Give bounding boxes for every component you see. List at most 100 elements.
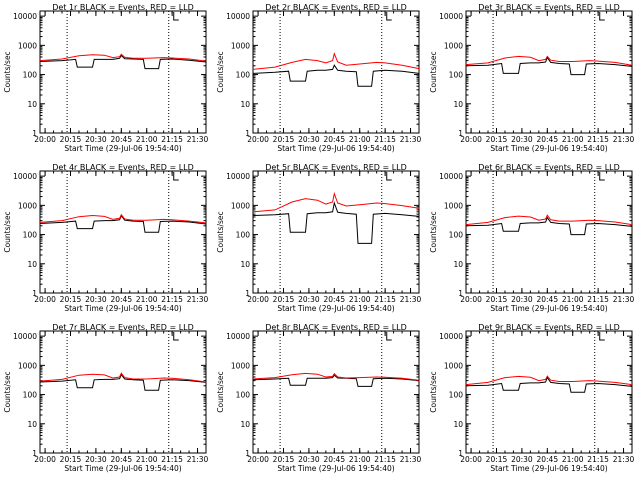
time-range-marker: [599, 172, 605, 181]
x-axis-label: Start Time (29-Jul-06 19:54:40): [490, 464, 607, 473]
y-tick-label: 100: [23, 391, 38, 400]
series-events-line: [39, 54, 207, 70]
axes-frame: [252, 170, 420, 294]
y-tick-label: 1000: [444, 361, 463, 370]
y-axis-label: Counts/sec: [216, 371, 225, 412]
y-tick-label: 1: [458, 449, 463, 458]
time-range-marker: [173, 12, 179, 21]
x-tick-label: 20:15: [273, 135, 295, 144]
x-tick-label: 20:45: [536, 295, 558, 304]
x-tick-label: 20:45: [110, 135, 132, 144]
y-tick-label: 1000: [18, 361, 37, 370]
x-tick-label: 21:15: [161, 455, 183, 464]
x-tick-label: 20:15: [273, 295, 295, 304]
x-tick-label: 20:00: [34, 135, 56, 144]
axes-frame: [252, 330, 420, 454]
x-tick-label: 21:30: [187, 135, 209, 144]
y-tick-label: 10: [453, 100, 463, 109]
x-tick-label: 21:00: [136, 295, 158, 304]
x-tick-label: 20:30: [511, 455, 533, 464]
x-tick-label: 21:15: [587, 295, 609, 304]
y-axis-label: Counts/sec: [216, 211, 225, 252]
panel-title: Det 3r BLACK = Events, RED = LLD: [478, 3, 620, 12]
x-tick-label: 20:30: [511, 295, 533, 304]
x-tick-label: 21:15: [587, 455, 609, 464]
y-tick-label: 10000: [13, 332, 37, 341]
axes-frame: [39, 10, 207, 134]
x-tick-label: 20:00: [460, 455, 482, 464]
time-range-marker: [173, 172, 179, 181]
y-tick-label: 1: [458, 129, 463, 138]
x-axis-label: Start Time (29-Jul-06 19:54:40): [277, 464, 394, 473]
detector-panel-7: Det 7r BLACK = Events, RED = LLD 1 10 100 10…: [3, 323, 209, 473]
x-tick-label: 20:45: [110, 455, 132, 464]
detector-panel-4: Det 4r BLACK = Events, RED = LLD 1 10 100 10…: [3, 163, 209, 313]
y-tick-label: 10000: [226, 172, 250, 181]
y-tick-label: 1000: [231, 361, 250, 370]
time-range-marker: [599, 12, 605, 21]
x-tick-label: 20:00: [247, 295, 269, 304]
y-tick-label: 1: [32, 449, 37, 458]
y-tick-label: 100: [449, 231, 464, 240]
x-tick-label: 20:30: [298, 135, 320, 144]
x-tick-label: 20:45: [110, 295, 132, 304]
x-tick-label: 21:30: [187, 295, 209, 304]
x-tick-label: 21:00: [562, 135, 584, 144]
y-tick-label: 10: [27, 100, 37, 109]
panel-title: Det 4r BLACK = Events, RED = LLD: [52, 163, 194, 172]
x-tick-label: 21:00: [349, 455, 371, 464]
y-tick-label: 1000: [231, 41, 250, 50]
x-tick-label: 20:15: [60, 295, 82, 304]
y-tick-label: 10: [453, 420, 463, 429]
y-tick-label: 10: [27, 420, 37, 429]
y-tick-label: 100: [449, 391, 464, 400]
series-lld-line: [465, 214, 633, 226]
y-axis-label: Counts/sec: [3, 211, 12, 252]
y-tick-label: 1: [245, 289, 250, 298]
y-tick-label: 100: [23, 231, 38, 240]
series-lld-line: [252, 372, 420, 381]
x-tick-label: 20:30: [298, 455, 320, 464]
x-axis-label: Start Time (29-Jul-06 19:54:40): [490, 304, 607, 313]
x-tick-label: 21:00: [562, 295, 584, 304]
y-axis-label: Counts/sec: [429, 51, 438, 92]
x-tick-label: 20:30: [298, 295, 320, 304]
y-tick-label: 1000: [444, 201, 463, 210]
series-lld-line: [252, 191, 420, 213]
y-tick-label: 1000: [18, 201, 37, 210]
y-tick-label: 1: [32, 289, 37, 298]
x-tick-label: 21:30: [187, 455, 209, 464]
y-tick-label: 10000: [13, 12, 37, 21]
series-lld-line: [465, 375, 633, 386]
series-events-line: [252, 201, 420, 244]
y-tick-label: 100: [236, 231, 251, 240]
axes-frame: [465, 330, 633, 454]
y-axis-label: Counts/sec: [3, 371, 12, 412]
x-axis-label: Start Time (29-Jul-06 19:54:40): [64, 304, 181, 313]
axes-frame: [465, 10, 633, 134]
x-tick-label: 20:00: [247, 455, 269, 464]
y-tick-label: 1: [458, 289, 463, 298]
detector-panel-9: Det 9r BLACK = Events, RED = LLD 1 10 100 10…: [429, 323, 635, 473]
panel-title: Det 9r BLACK = Events, RED = LLD: [478, 323, 620, 332]
y-axis-label: Counts/sec: [429, 211, 438, 252]
series-lld-line: [252, 52, 420, 70]
axes-frame: [465, 170, 633, 294]
panel-title: Det 7r BLACK = Events, RED = LLD: [52, 323, 194, 332]
x-tick-label: 21:00: [136, 135, 158, 144]
time-range-marker: [599, 332, 605, 341]
x-tick-label: 20:30: [85, 135, 107, 144]
panel-title: Det 8r BLACK = Events, RED = LLD: [265, 323, 407, 332]
detector-panel-8: Det 8r BLACK = Events, RED = LLD 1 10 100 10…: [216, 323, 422, 473]
detector-panel-2: Det 2r BLACK = Events, RED = LLD 1 10 100 10…: [216, 3, 422, 153]
x-tick-label: 21:00: [349, 295, 371, 304]
x-tick-label: 21:30: [400, 135, 422, 144]
series-events-line: [465, 376, 633, 393]
y-tick-label: 1: [32, 129, 37, 138]
x-tick-label: 20:00: [34, 455, 56, 464]
detector-panel-1: Det 1r BLACK = Events, RED = LLD 1 10 100 10…: [3, 3, 209, 153]
x-tick-label: 20:15: [60, 135, 82, 144]
panel-title: Det 6r BLACK = Events, RED = LLD: [478, 163, 620, 172]
